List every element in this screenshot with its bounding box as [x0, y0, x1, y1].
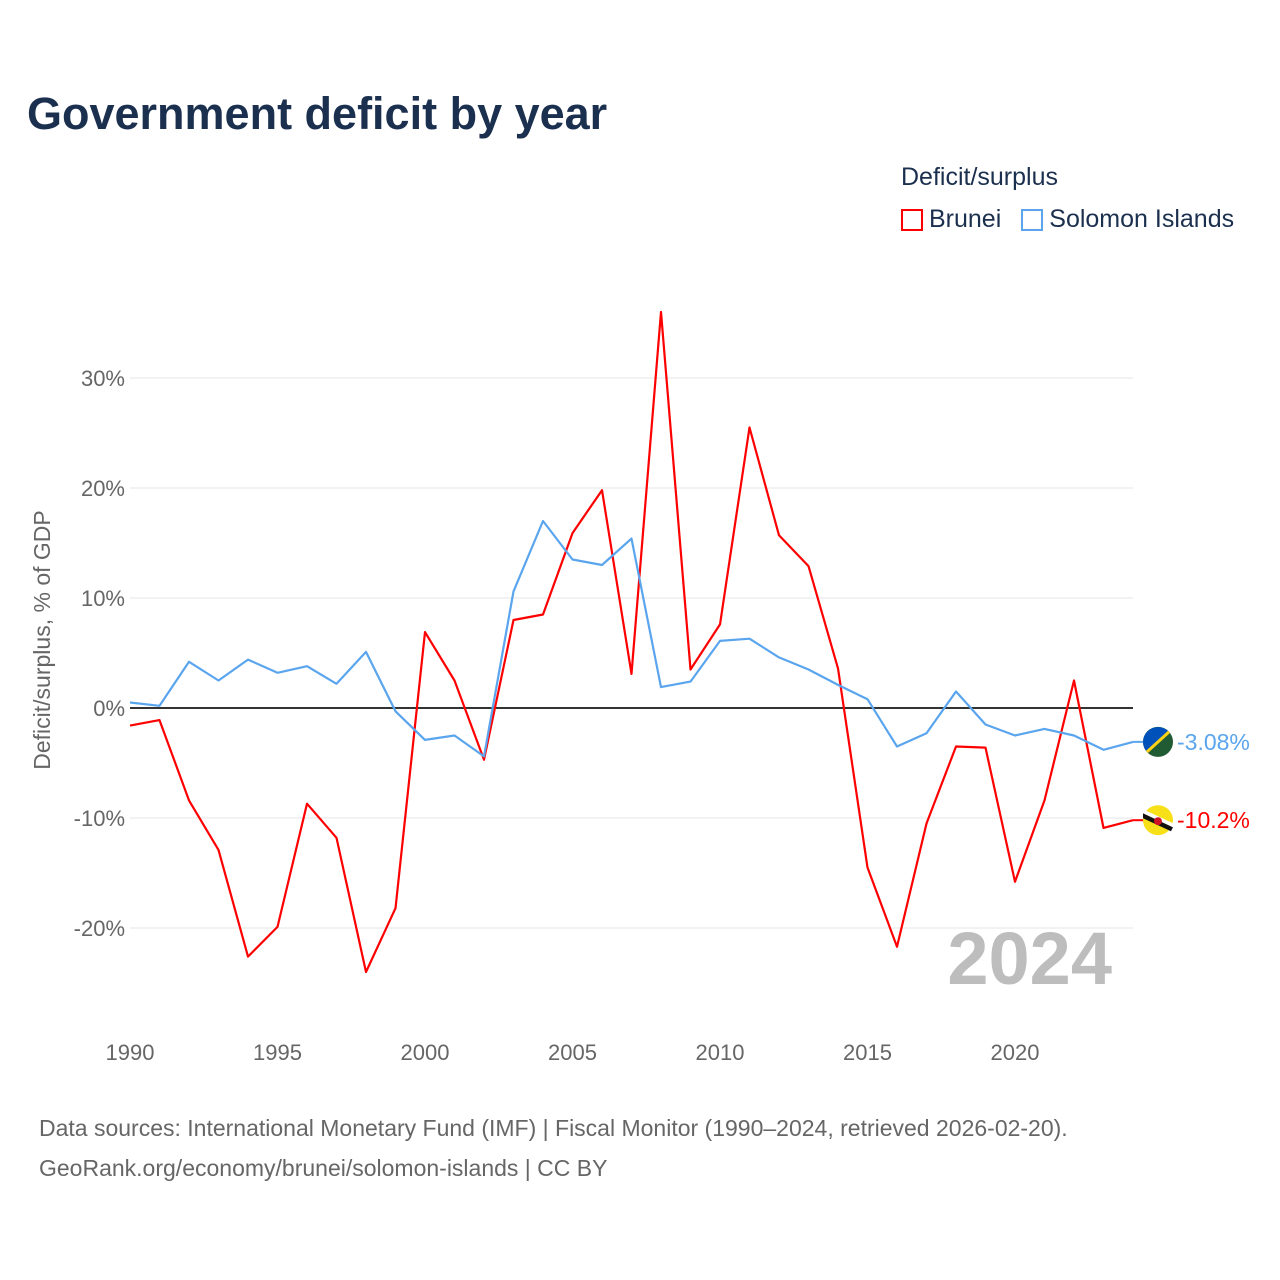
- source-note: Data sources: International Monetary Fun…: [39, 1108, 1068, 1188]
- x-tick-label: 2000: [401, 1040, 450, 1065]
- source-line-1: Data sources: International Monetary Fun…: [39, 1115, 1068, 1141]
- legend-title: Deficit/surplus: [901, 163, 1058, 191]
- series-line-brunei: [129, 310, 1134, 974]
- legend-item-brunei[interactable]: Brunei: [901, 205, 1001, 234]
- y-tick-label: 10%: [81, 586, 125, 611]
- y-tick-label: 20%: [81, 476, 125, 501]
- legend-item-solomon-islands[interactable]: Solomon Islands: [1021, 205, 1234, 234]
- end-value-label: -10.2%: [1177, 807, 1250, 833]
- flag-emblem: [1154, 817, 1162, 826]
- source-line-2: GeoRank.org/economy/brunei/solomon-islan…: [39, 1155, 608, 1181]
- flag-blue-field: [1143, 727, 1169, 752]
- x-tick-label: 2010: [696, 1040, 745, 1065]
- y-tick-label: -10%: [74, 806, 125, 831]
- x-tick-label: 1995: [253, 1040, 302, 1065]
- y-tick-label: 0%: [93, 696, 125, 721]
- legend-swatch-solomon-islands: [1021, 208, 1044, 231]
- legend: Brunei Solomon Islands: [901, 205, 1234, 234]
- x-tick-label: 2015: [843, 1040, 892, 1065]
- legend-label: Solomon Islands: [1049, 205, 1235, 233]
- x-tick-label: 1990: [106, 1040, 155, 1065]
- legend-label: Brunei: [929, 205, 1002, 233]
- y-tick-label: -20%: [74, 916, 125, 941]
- y-tick-label: 30%: [81, 366, 125, 391]
- y-axis-label: Deficit/surplus, % of GDP: [29, 510, 55, 769]
- x-tick-label: 2005: [548, 1040, 597, 1065]
- legend-swatch-brunei: [901, 208, 923, 231]
- series-line-solomon-islands: [129, 519, 1134, 758]
- flag-stripe: [1145, 730, 1171, 753]
- x-tick-label: 2020: [991, 1040, 1040, 1065]
- chart-title: Government deficit by year: [27, 88, 608, 139]
- year-watermark: 2024: [947, 917, 1112, 1000]
- end-value-label: -3.08%: [1177, 729, 1250, 755]
